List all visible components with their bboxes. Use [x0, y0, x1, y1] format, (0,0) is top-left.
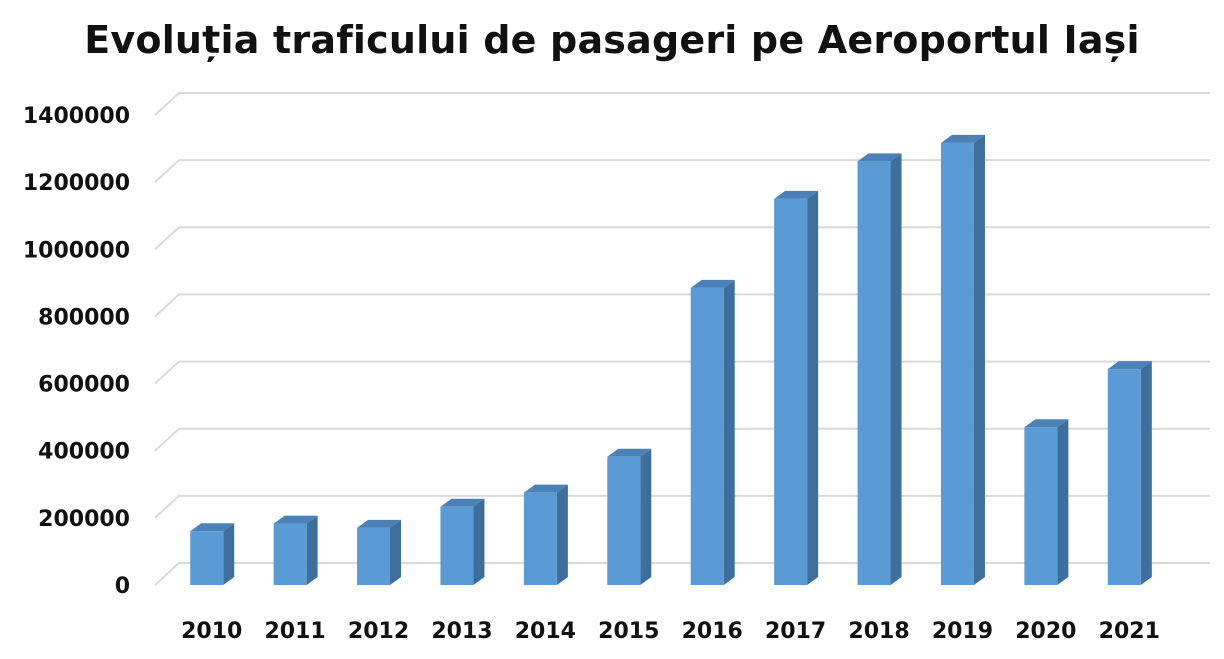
- bar-front-2020: [1024, 427, 1058, 585]
- bar-top-2015: [607, 448, 652, 457]
- bar-front-2016: [690, 287, 724, 585]
- x-tick-label-2020: 2020: [1015, 619, 1076, 644]
- bar-front-2015: [607, 456, 641, 585]
- x-tick-label-2012: 2012: [348, 619, 409, 644]
- bar-2013: [440, 498, 485, 585]
- bar-top-2011: [273, 515, 318, 524]
- bar-top-2010: [190, 523, 235, 532]
- bar-2012: [357, 519, 402, 585]
- bar-front-2012: [357, 527, 391, 585]
- bar-front-2017: [774, 198, 808, 585]
- x-tick-label-2021: 2021: [1099, 619, 1160, 644]
- x-tick-label-2017: 2017: [765, 619, 826, 644]
- bar-top-2016: [690, 279, 735, 288]
- bar-front-2021: [1107, 369, 1141, 585]
- bar-2014: [523, 484, 568, 585]
- bar-2020: [1024, 419, 1069, 585]
- bar-front-2019: [940, 142, 974, 585]
- bar-side-2016: [723, 279, 735, 585]
- gridline-6: [154, 159, 1210, 183]
- bar-2018: [857, 153, 902, 586]
- y-tick-label-4: 800000: [38, 305, 130, 330]
- y-tick-label-3: 600000: [38, 373, 130, 398]
- bar-top-2018: [857, 153, 902, 162]
- gridline-7: [154, 92, 1210, 116]
- chart-title: Evoluția traficului de pasageri pe Aerop…: [84, 18, 1140, 62]
- bar-side-2012: [390, 519, 402, 585]
- bar-top-2012: [357, 519, 402, 528]
- bar-2015: [607, 448, 652, 585]
- bar-2019: [940, 134, 985, 585]
- x-tick-label-2015: 2015: [598, 619, 659, 644]
- bar-front-2013: [440, 506, 474, 585]
- bar-side-2011: [306, 515, 318, 585]
- bar-top-2020: [1024, 419, 1069, 428]
- bar-front-2018: [857, 161, 891, 586]
- gridline-4: [154, 293, 1210, 318]
- gridline-3: [154, 360, 1210, 385]
- y-tick-label-5: 1000000: [23, 238, 130, 263]
- x-tick-label-2013: 2013: [431, 619, 492, 644]
- bar-top-2019: [940, 134, 985, 143]
- bar-side-2019: [973, 134, 985, 585]
- bar-top-2017: [774, 190, 819, 199]
- bar-side-2021: [1140, 361, 1152, 585]
- bar-top-2013: [440, 498, 485, 507]
- y-tick-label-0: 0: [115, 574, 130, 599]
- y-tick-label-6: 1200000: [23, 171, 130, 196]
- bar-front-2014: [523, 492, 557, 585]
- x-tick-label-2011: 2011: [265, 619, 326, 644]
- x-tick-label-2018: 2018: [848, 619, 909, 644]
- bar-side-2014: [556, 484, 568, 585]
- bar-side-2020: [1057, 419, 1069, 585]
- x-tick-label-2016: 2016: [682, 619, 743, 644]
- bar-2016: [690, 279, 735, 585]
- y-tick-label-2: 400000: [38, 440, 130, 465]
- x-tick-label-2014: 2014: [515, 619, 576, 644]
- y-tick-label-7: 1400000: [23, 104, 130, 129]
- bar-side-2015: [640, 448, 652, 585]
- y-tick-label-1: 200000: [38, 507, 130, 532]
- x-tick-label-2010: 2010: [181, 619, 242, 644]
- bar-2010: [190, 523, 235, 585]
- bar-top-2014: [523, 484, 568, 493]
- bar-top-2021: [1107, 361, 1152, 370]
- bar-side-2018: [890, 153, 902, 586]
- bar-2021: [1107, 361, 1152, 585]
- gridline-5: [154, 226, 1210, 251]
- bar-side-2013: [473, 498, 485, 585]
- bar-side-2010: [223, 523, 235, 585]
- bar-2011: [273, 515, 318, 585]
- bar-front-2010: [190, 531, 224, 585]
- bar-2017: [774, 190, 819, 585]
- x-tick-label-2019: 2019: [932, 619, 993, 644]
- bar-front-2011: [273, 523, 307, 585]
- bar-side-2017: [807, 190, 819, 585]
